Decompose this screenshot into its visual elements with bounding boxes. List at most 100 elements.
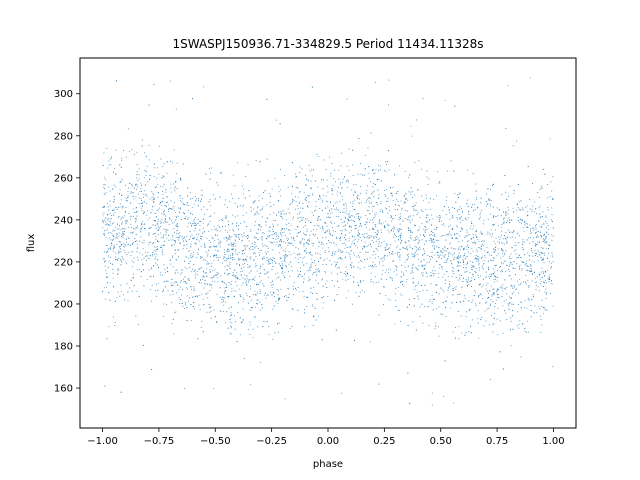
data-point: [211, 287, 213, 289]
data-point: [249, 257, 251, 259]
data-point: [551, 207, 553, 209]
data-point: [298, 191, 300, 193]
data-point: [427, 184, 429, 186]
data-point: [177, 272, 179, 274]
data-point: [179, 177, 182, 179]
data-point: [452, 206, 454, 208]
data-point: [115, 237, 117, 239]
data-point: [480, 209, 483, 211]
data-point: [400, 243, 402, 245]
data-point: [349, 210, 351, 212]
data-point: [467, 279, 470, 281]
data-point: [138, 174, 140, 176]
data-point: [291, 193, 293, 195]
data-point: [531, 231, 533, 233]
data-point: [461, 332, 463, 334]
data-point: [302, 217, 304, 219]
data-point: [176, 162, 178, 164]
data-point: [117, 259, 119, 261]
data-point: [257, 326, 259, 328]
data-point: [278, 185, 280, 188]
data-point: [240, 223, 242, 225]
data-point: [372, 254, 374, 256]
data-point: [336, 201, 338, 203]
data-point: [322, 229, 324, 231]
data-point: [480, 319, 482, 321]
data-point: [491, 293, 494, 295]
data-point: [353, 239, 355, 241]
data-point: [406, 248, 408, 250]
data-point: [451, 302, 453, 304]
data-point: [246, 295, 248, 297]
data-point: [363, 245, 365, 247]
data-point: [472, 266, 474, 268]
data-point: [218, 244, 220, 246]
data-point: [537, 220, 539, 222]
data-point: [475, 190, 477, 192]
data-point: [274, 332, 276, 334]
data-point: [143, 193, 145, 195]
data-point: [521, 301, 523, 303]
data-point: [378, 194, 380, 196]
data-point: [489, 273, 491, 275]
data-point: [416, 238, 418, 241]
data-point: [358, 198, 361, 200]
data-point: [174, 186, 176, 188]
data-point: [293, 238, 295, 240]
data-point: [459, 206, 461, 208]
data-point: [173, 221, 175, 223]
data-point: [509, 329, 511, 331]
data-point: [260, 229, 262, 231]
data-point: [106, 251, 108, 253]
data-point: [174, 243, 176, 245]
data-point: [503, 221, 505, 223]
data-point: [277, 234, 279, 236]
data-point: [487, 283, 489, 285]
data-point: [308, 276, 310, 278]
data-point: [534, 277, 536, 280]
data-point: [115, 173, 117, 175]
data-point: [109, 282, 111, 284]
data-point: [410, 125, 412, 127]
data-point: [172, 266, 174, 268]
data-point: [384, 259, 386, 261]
data-point: [143, 224, 145, 226]
data-point: [257, 239, 259, 241]
data-point: [464, 271, 466, 273]
data-point: [290, 202, 292, 204]
data-point: [132, 208, 134, 210]
data-point: [259, 224, 261, 226]
data-point: [107, 248, 109, 250]
data-point: [200, 220, 202, 222]
data-point: [345, 244, 347, 246]
data-point: [151, 284, 153, 286]
data-point: [230, 243, 232, 245]
data-point: [112, 250, 114, 252]
data-point: [373, 266, 375, 268]
data-point: [185, 239, 187, 241]
data-point: [284, 261, 286, 263]
data-point: [271, 294, 273, 296]
data-point: [209, 198, 211, 200]
data-point: [197, 218, 199, 221]
data-point: [200, 209, 203, 211]
data-point: [505, 299, 507, 301]
data-point: [128, 287, 130, 289]
data-point: [380, 208, 382, 211]
data-point: [336, 236, 338, 238]
data-point: [380, 223, 382, 225]
data-point: [389, 277, 391, 279]
data-point: [193, 263, 195, 266]
data-point: [104, 230, 106, 232]
data-point: [174, 281, 176, 283]
data-point: [166, 201, 168, 203]
data-point: [506, 242, 508, 244]
data-point: [522, 261, 524, 263]
data-point: [230, 283, 232, 285]
data-point: [108, 209, 110, 211]
data-point: [479, 214, 481, 216]
data-point: [252, 328, 254, 330]
data-point: [253, 259, 255, 261]
data-point: [340, 218, 342, 221]
data-point: [297, 309, 299, 311]
